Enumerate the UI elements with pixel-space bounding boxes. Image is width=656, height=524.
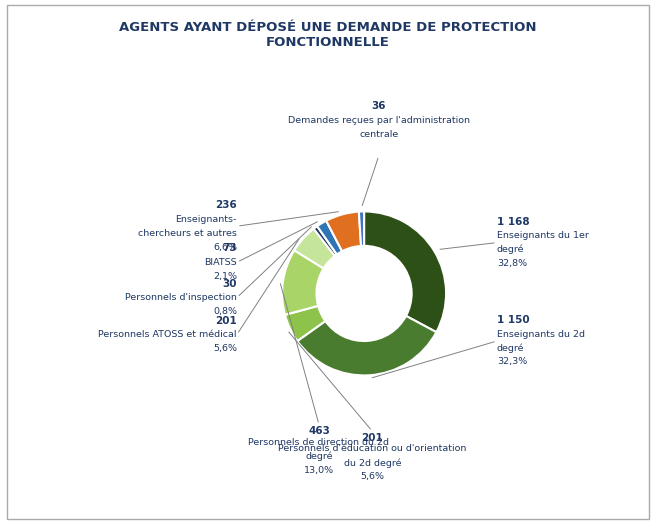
Wedge shape <box>314 226 337 256</box>
Text: 201: 201 <box>361 433 383 443</box>
Text: 36: 36 <box>371 101 386 111</box>
Text: 32,8%: 32,8% <box>497 259 527 268</box>
Text: Enseignants-: Enseignants- <box>176 215 237 224</box>
Wedge shape <box>364 212 446 332</box>
Text: 6,6%: 6,6% <box>213 243 237 252</box>
Text: degré: degré <box>305 452 333 461</box>
Text: degré: degré <box>497 245 524 254</box>
Wedge shape <box>282 250 323 315</box>
Text: 2,1%: 2,1% <box>213 272 237 281</box>
Text: 1 150: 1 150 <box>497 315 529 325</box>
Text: degré: degré <box>497 343 524 353</box>
Text: 201: 201 <box>215 315 237 325</box>
Text: 5,6%: 5,6% <box>360 472 384 482</box>
Text: 30: 30 <box>222 279 237 289</box>
Wedge shape <box>297 316 436 375</box>
Text: 73: 73 <box>222 243 237 253</box>
Wedge shape <box>359 212 364 246</box>
Text: BIATSS: BIATSS <box>205 258 237 267</box>
Text: 5,6%: 5,6% <box>213 344 237 353</box>
Text: 236: 236 <box>215 200 237 210</box>
Text: 463: 463 <box>308 426 330 436</box>
Text: du 2d degré: du 2d degré <box>344 458 401 468</box>
Text: 0,8%: 0,8% <box>213 307 237 316</box>
Text: centrale: centrale <box>359 130 398 139</box>
Text: 32,3%: 32,3% <box>497 357 527 366</box>
Text: chercheurs et autres: chercheurs et autres <box>138 228 237 238</box>
Text: 13,0%: 13,0% <box>304 466 334 475</box>
Text: Demandes reçues par l'administration: Demandes reçues par l'administration <box>288 116 470 125</box>
Text: Personnels d'inspection: Personnels d'inspection <box>125 293 237 302</box>
Wedge shape <box>326 212 361 252</box>
Wedge shape <box>317 221 342 255</box>
Text: Personnels ATOSS et médical: Personnels ATOSS et médical <box>98 330 237 339</box>
Wedge shape <box>285 306 325 341</box>
Text: Enseignants du 1er: Enseignants du 1er <box>497 231 589 240</box>
Text: AGENTS AYANT DÉPOSÉ UNE DEMANDE DE PROTECTION
FONCTIONNELLE: AGENTS AYANT DÉPOSÉ UNE DEMANDE DE PROTE… <box>119 21 537 49</box>
Text: Enseignants du 2d: Enseignants du 2d <box>497 330 585 339</box>
Text: Personnels d'éducation ou d'orientation: Personnels d'éducation ou d'orientation <box>278 444 466 453</box>
Text: Personnels de direction du 2d: Personnels de direction du 2d <box>249 438 390 447</box>
Wedge shape <box>295 229 335 268</box>
Text: 1 168: 1 168 <box>497 217 529 227</box>
